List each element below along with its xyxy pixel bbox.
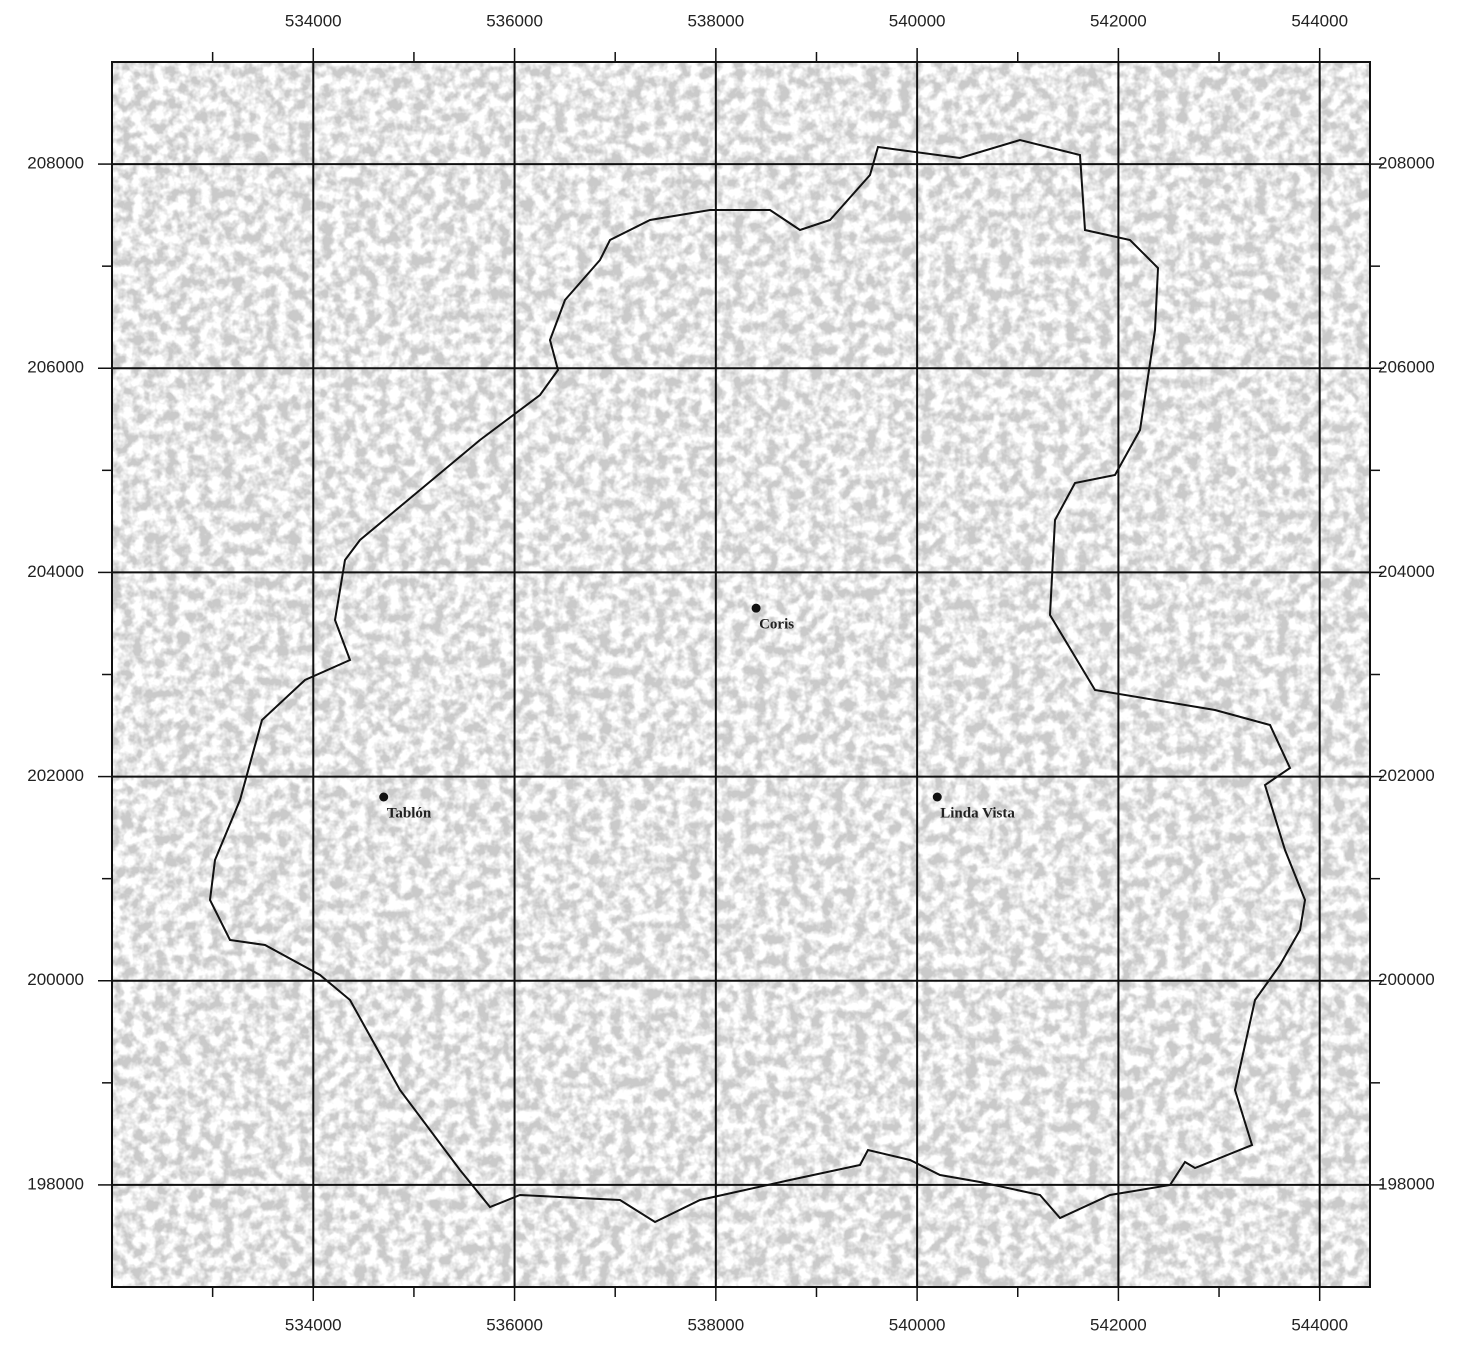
y-tick-label: 202000 [1378, 766, 1435, 785]
x-tick-label: 540000 [889, 1315, 946, 1334]
x-tick-label: 534000 [285, 11, 342, 30]
y-tick-label: 208000 [27, 154, 84, 173]
y-tick-label: 198000 [1378, 1174, 1435, 1193]
y-tick-label: 204000 [27, 562, 84, 581]
x-tick-label: 544000 [1291, 11, 1348, 30]
x-tick-label: 540000 [889, 11, 946, 30]
place-label: Tablón [387, 805, 432, 821]
y-tick-label: 204000 [1378, 562, 1435, 581]
x-tick-label: 536000 [486, 1315, 543, 1334]
y-tick-label: 202000 [27, 766, 84, 785]
terrain [112, 62, 1370, 1287]
x-tick-label: 536000 [486, 11, 543, 30]
x-tick-label: 542000 [1090, 11, 1147, 30]
y-tick-label: 208000 [1378, 154, 1435, 173]
y-tick-label: 206000 [27, 358, 84, 377]
x-tick-label: 542000 [1090, 1315, 1147, 1334]
y-tick-label: 200000 [1378, 970, 1435, 989]
x-tick-label: 538000 [687, 11, 744, 30]
y-tick-label: 206000 [1378, 358, 1435, 377]
map: 534000 534000 536000 536000 538000 538000 5400… [0, 0, 1475, 1344]
place-marker [752, 604, 761, 613]
place-label: Linda Vista [940, 805, 1015, 821]
y-tick-label: 198000 [27, 1174, 84, 1193]
y-tick-label: 200000 [27, 970, 84, 989]
page: {"chart_data": {"type": "map", "xlim": [… [0, 0, 1475, 1344]
place-marker [379, 793, 388, 802]
x-tick-label: 538000 [687, 1315, 744, 1334]
place-marker [933, 793, 942, 802]
place-label: Coris [759, 617, 794, 633]
x-tick-label: 534000 [285, 1315, 342, 1334]
x-tick-label: 544000 [1291, 1315, 1348, 1334]
